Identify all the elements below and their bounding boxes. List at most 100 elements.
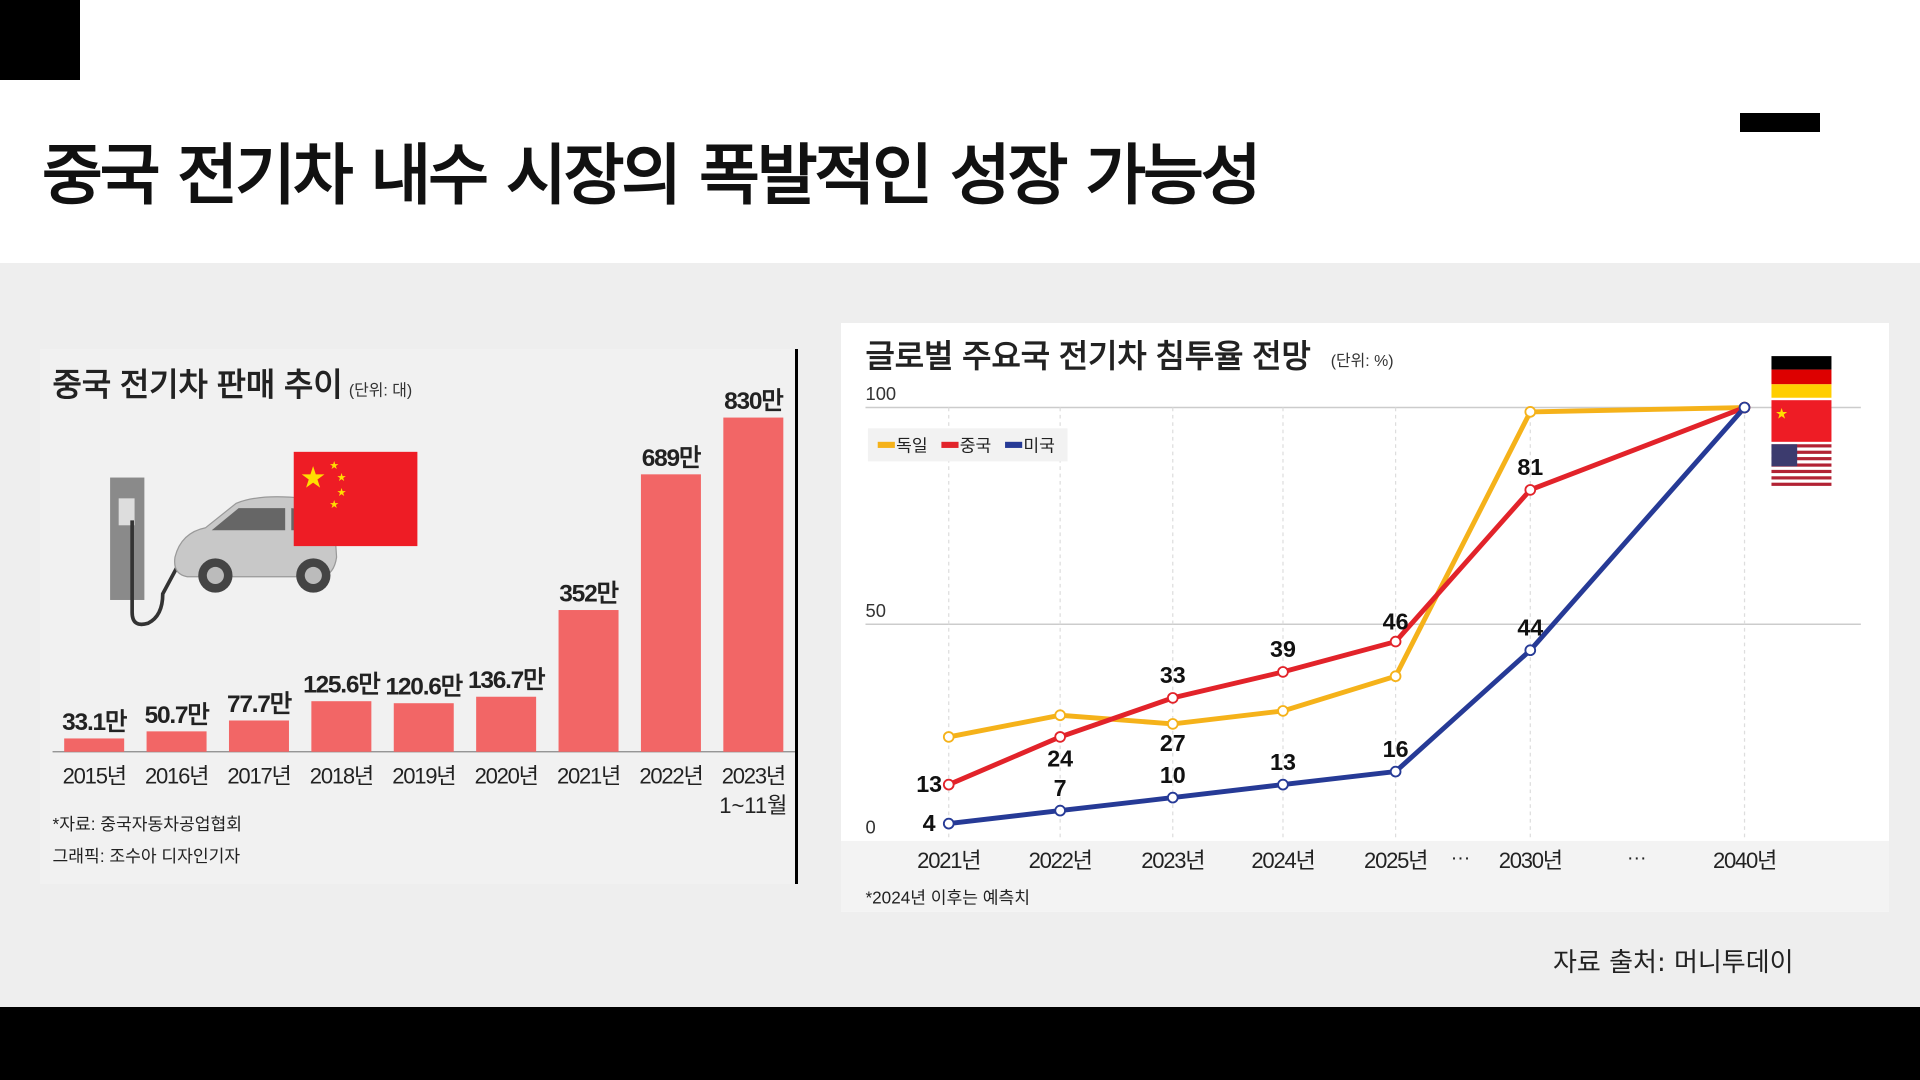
x-tick-label: 2024년 bbox=[1251, 848, 1314, 873]
data-label: 33 bbox=[1160, 662, 1186, 688]
bar bbox=[640, 474, 701, 752]
bar-value-label: 77.7만 bbox=[227, 690, 293, 718]
corner-block bbox=[0, 0, 80, 80]
data-point bbox=[1389, 635, 1402, 648]
bar-category-label: 2016년 bbox=[145, 764, 208, 789]
bar-value-label: 352만 bbox=[559, 579, 619, 607]
bar-value-label: 689만 bbox=[642, 444, 702, 472]
data-point bbox=[942, 731, 955, 743]
data-point bbox=[1277, 778, 1289, 791]
svg-text:★: ★ bbox=[337, 472, 347, 484]
data-label: 13 bbox=[1270, 749, 1296, 775]
bar-category-label: 2017년 bbox=[227, 764, 290, 789]
bar bbox=[393, 703, 454, 752]
china-flag-icon: ★ bbox=[1771, 400, 1832, 442]
bar-value-label: 125.6만 bbox=[303, 671, 381, 699]
y-tick-label: 0 bbox=[865, 817, 875, 838]
data-point bbox=[1054, 709, 1066, 722]
legend-label: 중국 bbox=[960, 436, 992, 456]
bar-category-label: 2018년 bbox=[310, 764, 373, 789]
line-chart-unit: (단위: %) bbox=[1331, 352, 1394, 370]
svg-text:★: ★ bbox=[300, 461, 326, 494]
bar-chart-unit: (단위: 대) bbox=[349, 382, 412, 400]
axis-gap-marker: ··· bbox=[1627, 847, 1647, 869]
bar-chart-note-source: *자료: 중국자동차공업협회 bbox=[53, 814, 242, 834]
data-point bbox=[1738, 401, 1751, 414]
bar-chart-note-graphic: 그래픽: 조수아 디자인기자 bbox=[53, 846, 241, 866]
legend-label: 독일 bbox=[896, 436, 928, 456]
footer-bar bbox=[0, 1007, 1920, 1080]
x-tick-label: 2025년 bbox=[1364, 848, 1427, 873]
data-point bbox=[1277, 666, 1289, 678]
legend: 독일 중국 미국 bbox=[867, 428, 1068, 462]
data-point bbox=[1054, 731, 1066, 743]
bar bbox=[146, 731, 207, 752]
usa-flag-icon bbox=[1771, 444, 1832, 486]
legend-label: 미국 bbox=[1023, 436, 1055, 456]
x-tick-label: 2040년 bbox=[1713, 848, 1776, 873]
data-point bbox=[1277, 705, 1289, 717]
bar-value-label: 830만 bbox=[724, 387, 784, 415]
data-label: 24 bbox=[1047, 745, 1073, 771]
data-label: 16 bbox=[1383, 736, 1409, 762]
bar-chart-title: 중국 전기차 판매 추이 bbox=[53, 367, 343, 403]
source-credit: 자료 출처: 머니투데이 bbox=[1553, 948, 1794, 978]
decorative-bar bbox=[1740, 113, 1820, 132]
series-line bbox=[947, 405, 1746, 787]
germany-flag-icon bbox=[1771, 356, 1832, 398]
data-label: 10 bbox=[1160, 762, 1186, 788]
sales-bar-chart: 중국 전기차 판매 추이 (단위: 대) ★ ★ ★ ★ ★ 33.1만 2015… bbox=[52, 367, 796, 866]
slide-title: 중국 전기차 내수 시장의 폭발적인 성장 가능성 bbox=[42, 137, 1262, 214]
bar-value-label: 120.6만 bbox=[386, 673, 464, 701]
data-label: 39 bbox=[1270, 636, 1296, 662]
axis-gap-marker: ··· bbox=[1451, 847, 1471, 869]
x-tick-label: 2022년 bbox=[1029, 848, 1092, 873]
bar bbox=[558, 610, 619, 752]
bar-category-label: 2021년 bbox=[557, 764, 620, 789]
bar-category-label: 2019년 bbox=[392, 764, 455, 789]
line-chart-title: 글로벌 주요국 전기차 침투율 전망 bbox=[865, 338, 1310, 374]
penetration-line-chart-panel: 글로벌 주요국 전기차 침투율 전망 (단위: %) 0 50 100 독일 중국 미국… bbox=[841, 323, 1889, 912]
y-tick-label: 50 bbox=[865, 600, 885, 621]
svg-text:★: ★ bbox=[337, 487, 347, 499]
legend-swatch bbox=[941, 441, 959, 448]
bar-category-label: 2020년 bbox=[475, 764, 538, 789]
data-point bbox=[1166, 692, 1179, 704]
data-point bbox=[1054, 804, 1066, 817]
data-point bbox=[1524, 484, 1537, 496]
data-point bbox=[1524, 644, 1537, 657]
legend-swatch bbox=[1005, 441, 1023, 448]
svg-text:★: ★ bbox=[329, 460, 339, 472]
data-label: 4 bbox=[923, 810, 936, 836]
forecast-note: *2024년 이후는 예측치 bbox=[865, 887, 1030, 907]
bar-category-label: 2015년 bbox=[63, 764, 126, 789]
bar-value-label: 50.7만 bbox=[145, 701, 211, 729]
x-tick-label: 2021년 bbox=[917, 848, 980, 873]
x-axis-band bbox=[841, 840, 1889, 912]
bar-category-sublabel: 1~11월 bbox=[719, 793, 787, 818]
svg-text:★: ★ bbox=[1775, 407, 1788, 423]
penetration-line-chart: 글로벌 주요국 전기차 침투율 전망 (단위: %) 0 50 100 독일 중국 미국… bbox=[841, 338, 1889, 912]
divider-line bbox=[795, 349, 798, 884]
bar bbox=[723, 417, 784, 752]
data-label: 13 bbox=[916, 771, 942, 797]
x-tick-label: 2030년 bbox=[1499, 848, 1562, 873]
bar-value-label: 33.1만 bbox=[62, 708, 128, 736]
data-point bbox=[942, 817, 955, 830]
bar bbox=[64, 738, 125, 752]
svg-text:★: ★ bbox=[329, 499, 339, 511]
data-label: 46 bbox=[1383, 608, 1409, 634]
data-point bbox=[1389, 670, 1402, 683]
data-label: 7 bbox=[1054, 775, 1067, 801]
x-tick-label: 2023년 bbox=[1141, 848, 1204, 873]
china-flag-icon: ★ ★ ★ ★ ★ bbox=[293, 451, 418, 547]
bar bbox=[311, 701, 372, 752]
data-point bbox=[1389, 765, 1402, 778]
data-point bbox=[1524, 406, 1537, 418]
bar-value-label: 136.7만 bbox=[468, 666, 546, 694]
sales-bar-chart-panel: 중국 전기차 판매 추이 (단위: 대) ★ ★ ★ ★ ★ 33.1만 2015… bbox=[40, 349, 796, 884]
data-point bbox=[1166, 718, 1179, 730]
data-label: 44 bbox=[1517, 615, 1543, 641]
bar-category-label: 2023년 bbox=[722, 764, 785, 789]
data-point bbox=[942, 778, 955, 791]
